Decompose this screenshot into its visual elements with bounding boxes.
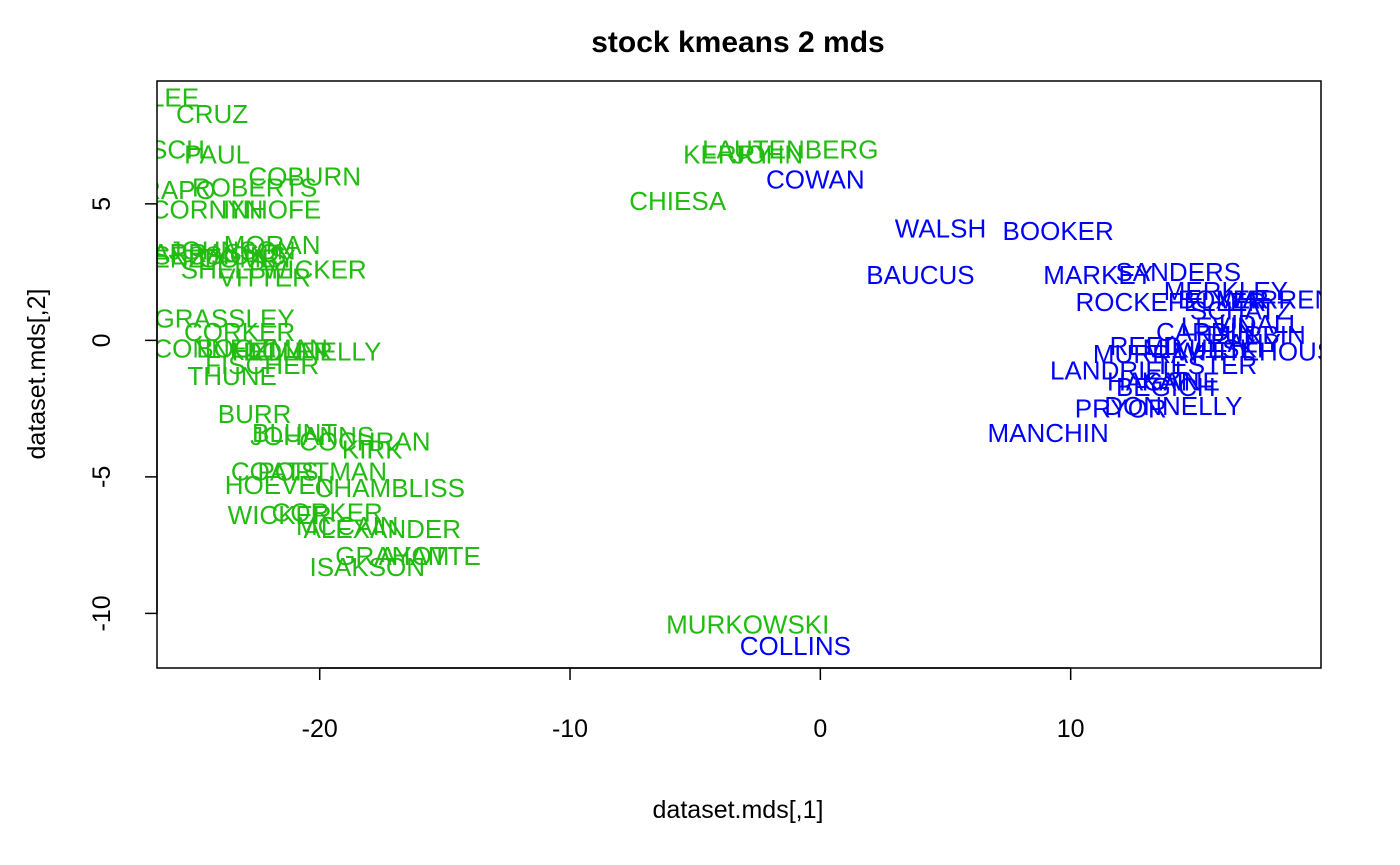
point-label: PAUL <box>184 140 250 170</box>
x-tick-label: 0 <box>813 715 827 743</box>
point-label: WICKER <box>228 500 332 530</box>
point-label: PORTMAN <box>257 456 387 486</box>
point-label: KERRY <box>683 140 772 170</box>
point-label: CARDIN <box>1156 317 1256 347</box>
point-label: MURRAY <box>1093 339 1204 369</box>
point-label: DURBIN <box>1206 320 1306 350</box>
point-label: LEE <box>150 82 199 112</box>
point-label: CHIESA <box>629 186 726 216</box>
point-label: HOEVEN <box>225 470 335 500</box>
point-label: FISCHER <box>205 350 319 380</box>
point-label: ISAKSON <box>309 552 425 582</box>
point-label: INHOFE <box>223 194 321 224</box>
point-label: MORAN <box>224 230 321 260</box>
point-label: DONNELLY <box>243 336 381 366</box>
point-label: BARRASSO <box>135 238 280 268</box>
point-label: MCCONNELL <box>113 334 276 364</box>
point-label: CHAMBLISS <box>315 473 465 503</box>
point-label: CORNYN <box>151 194 264 224</box>
point-label: LEVIN <box>1181 312 1256 342</box>
point-label: VITTER <box>218 263 310 293</box>
point-label: THUNE <box>187 361 277 391</box>
point-label: WHITEHOUSE <box>1175 336 1351 366</box>
y-tick-label: 5 <box>88 197 116 211</box>
point-label: BOXER <box>1178 284 1269 314</box>
point-label: GRASSLEY <box>155 304 295 334</box>
point-label: JOHN <box>732 140 803 170</box>
point-label: SHELBY <box>181 254 284 284</box>
point-label: CRUZ <box>176 99 248 129</box>
point-label: BEGICH <box>1116 372 1216 402</box>
x-tick-label: 10 <box>1057 715 1085 743</box>
point-label: MURKOWSKI <box>666 609 829 639</box>
point-label: ALEXANDER <box>304 514 462 544</box>
point-label: BAUCUS <box>866 260 974 290</box>
point-label: BLUNT <box>252 418 337 448</box>
point-label: TESTER <box>1155 350 1258 380</box>
point-label: COATS <box>231 456 319 486</box>
point-label: SESSIONS <box>153 241 286 271</box>
point-label: JOHNSON <box>169 235 296 265</box>
y-axis: -10 -5 0 5 <box>88 197 158 631</box>
point-label: KIRK <box>342 435 403 465</box>
point-label: AYOTTE <box>379 541 481 571</box>
point-label: JOHANNS <box>250 421 374 451</box>
point-label: SANDERS <box>1115 257 1241 287</box>
point-label: MANCHIN <box>987 418 1108 448</box>
point-label: TOOMEY <box>184 243 296 273</box>
point-label: COCHRAN <box>299 426 430 456</box>
point-label: MARKEY <box>1043 260 1153 290</box>
point-label: CORKER <box>272 497 383 527</box>
x-tick-label: -10 <box>552 715 588 743</box>
point-label: WALSH <box>895 213 987 243</box>
chart-title: stock kmeans 2 mds <box>591 26 884 59</box>
point-label: LEAHY <box>1196 328 1281 358</box>
point-label: LAUTENBERG <box>702 134 878 164</box>
y-tick-label: 0 <box>88 333 116 347</box>
point-label: MCCAIN <box>296 511 399 541</box>
point-label: ROBERTS <box>192 172 317 202</box>
point-label: HELLER <box>232 336 333 366</box>
point-label: CORKER <box>184 317 295 347</box>
y-tick-label: -10 <box>88 595 116 631</box>
point-label: DONNELLY <box>1104 391 1242 421</box>
point-label: ROCKEFELLER <box>1075 287 1266 317</box>
point-label: KAINE <box>1142 366 1220 396</box>
point-label: BURR <box>218 399 292 429</box>
point-label: REED <box>1110 331 1182 361</box>
point-label: BOOKER <box>1003 216 1114 246</box>
x-axis-label: dataset.mds[,1] <box>653 796 824 824</box>
point-label: COWAN <box>766 164 865 194</box>
y-tick-label: -5 <box>88 466 116 488</box>
point-label: COLLINS <box>740 631 851 661</box>
point-label: UDALL <box>1219 309 1303 339</box>
point-label: CRAPO <box>123 175 215 205</box>
point-label: SCHATZ <box>1190 295 1292 325</box>
x-tick-label: -20 <box>302 715 338 743</box>
point-label: GRAHAM <box>335 541 449 571</box>
x-axis: -20 -10 0 10 <box>302 667 1085 743</box>
point-label: MIKULSKI <box>1143 334 1264 364</box>
point-label: ENZI <box>152 243 211 273</box>
point-label: LANDRIEU <box>1050 355 1181 385</box>
point-label: MERKLEY <box>1164 276 1288 306</box>
point-label: COBURN <box>248 162 361 192</box>
point-label: RISCH <box>124 134 205 164</box>
point-label: WARREN <box>1219 284 1334 314</box>
y-axis-label: dataset.mds[,2] <box>23 289 51 460</box>
point-label: PRYOR <box>1075 394 1167 424</box>
point-label: BOOZMAN <box>196 334 327 364</box>
point-label: WICKER <box>263 254 367 284</box>
point-label: HAGAN <box>1107 366 1199 396</box>
